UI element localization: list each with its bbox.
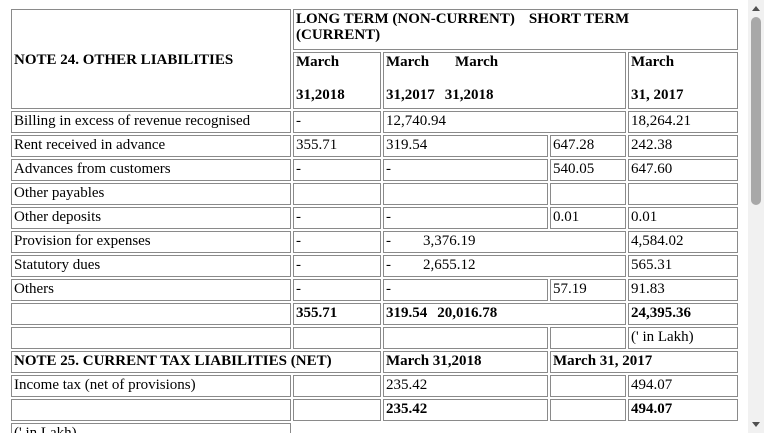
row-value-c4 [628,183,738,205]
col4-header-line1: March [631,54,675,70]
row-value-c3 [550,183,626,205]
note25-col-a-header: March 31,2018 [383,351,548,373]
note24-title: NOTE 24. OTHER LIABILITIES [14,52,234,68]
row-value-c2: - [386,233,391,249]
row-label: Billing in excess of revenue recognised [11,111,291,133]
row-value-c3: 57.19 [550,279,626,301]
note25-total-b: 494.07 [628,399,738,421]
total-c2-c3: 319.54 20,016.78 [383,303,626,325]
row-value-c1: - [293,111,381,133]
row-value-c2: - [383,279,548,301]
scroll-down-arrow-icon[interactable] [748,417,764,433]
row-value-c3: 540.05 [550,159,626,181]
row-value-c2-c3: - 3,376.19 [383,231,626,253]
row-value-c1: - [293,255,381,277]
row-value-c1: - [293,159,381,181]
row-value-c2: - [383,159,548,181]
row-label: Income tax (net of provisions) [11,375,291,397]
row-value-c4: 18,264.21 [628,111,738,133]
total-c2: 319.54 [386,305,428,321]
col4-header-line2: 31, 2017 [631,87,684,103]
note25-title: NOTE 25. CURRENT TAX LIABILITIES (NET) [11,351,381,373]
note24-title-cell: NOTE 24. OTHER LIABILITIES [11,9,291,109]
bottom-unit-note: (' in Lakh) [11,423,291,433]
row-value-c4: 242.38 [628,135,738,157]
long-term-label: LONG TERM (NON-CURRENT) [296,11,515,27]
row-label: Statutory dues [11,255,291,277]
row-value-c4: 0.01 [628,207,738,229]
col2-header-line1: March [386,54,430,70]
row-value-c1: - [293,231,381,253]
row-value-c2: 12,740.94 [383,111,626,133]
row-label: Provision for expenses [11,231,291,253]
blank-cell [550,375,626,397]
row-label: Rent received in advance [11,135,291,157]
row-label: Other payables [11,183,291,205]
document-viewport: NOTE 24. OTHER LIABILITIES LONG TERM (NO… [11,9,738,433]
blank-cell [293,375,381,397]
row-value-c2: - [383,207,548,229]
unit-note: (' in Lakh) [628,327,738,349]
col2-header-line2: 31,2017 [386,87,435,103]
col3-header-line2: 31,2018 [444,87,494,103]
row-value-c1: - [293,207,381,229]
row-value-c2: - [386,257,391,273]
note24-group-header: LONG TERM (NON-CURRENT) SHORT TERM (CURRE… [293,9,738,50]
row-value-c3: 647.28 [550,135,626,157]
note25-col-b-header: March 31, 2017 [550,351,738,373]
row-value-c1 [293,183,381,205]
row-value-c3: 3,376.19 [423,233,476,249]
scrollbar-thumb[interactable] [751,17,761,205]
blank-cell [11,399,291,421]
scroll-up-arrow-icon[interactable] [748,0,764,16]
vertical-scrollbar[interactable] [748,0,764,433]
blank-cell [11,327,291,349]
row-label: Advances from customers [11,159,291,181]
total-label-cell [11,303,291,325]
row-value-c1: 355.71 [293,135,381,157]
blank-cell [383,327,548,349]
row-value-a: 235.42 [383,375,548,397]
blank-cell [293,327,381,349]
col4-header: March 31, 2017 [628,52,738,109]
total-c1: 355.71 [293,303,381,325]
short-term-label: SHORT TERM [528,11,630,27]
blank-cell [550,327,626,349]
col1-header-line1: March [296,54,340,70]
col1-header-line2: 31,2018 [296,87,345,103]
row-value-c3: 2,655.12 [423,257,476,273]
note25-total-a: 235.42 [383,399,548,421]
row-label: Others [11,279,291,301]
row-value-c2: 319.54 [383,135,548,157]
col2-col3-header: March March 31,2017 31,2018 [383,52,626,109]
row-value-c4: 565.31 [628,255,738,277]
current-label: (CURRENT) [296,27,381,43]
col1-header: March 31,2018 [293,52,381,109]
col3-header-line1: March [455,54,499,70]
total-c3: 20,016.78 [437,305,498,321]
blank-cell [550,399,626,421]
row-value-c1: - [293,279,381,301]
row-value-c4: 647.60 [628,159,738,181]
row-value-c4: 4,584.02 [628,231,738,253]
row-value-c2 [383,183,548,205]
row-label: Other deposits [11,207,291,229]
row-value-c4: 91.83 [628,279,738,301]
total-c4: 24,395.36 [628,303,738,325]
row-value-c3: 0.01 [550,207,626,229]
row-value-c2-c3: - 2,655.12 [383,255,626,277]
blank-cell [293,399,381,421]
row-value-b: 494.07 [628,375,738,397]
